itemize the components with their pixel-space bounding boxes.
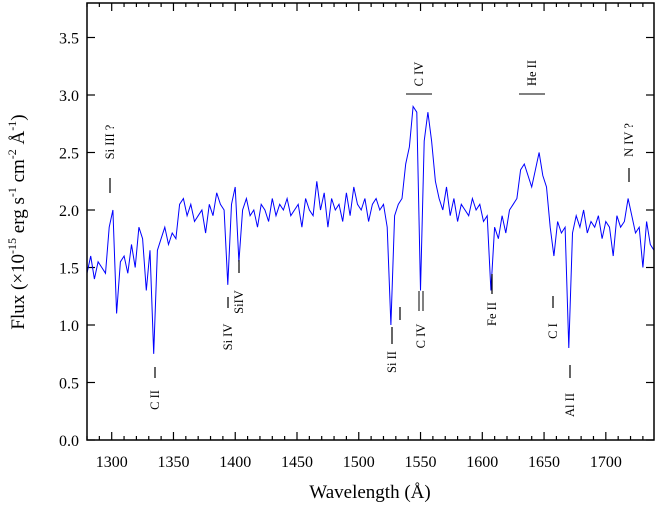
y-tick-label: 0.5 [59,376,79,393]
y-tick-label: 3.5 [59,31,79,48]
x-tick-label: 1650 [528,454,560,471]
y-axis-title-sup: -15 [5,238,19,254]
annotation-label: Si III ? [103,124,117,159]
y-axis-title-part: cm [8,159,29,187]
y-axis-title-sup: -1 [5,187,19,197]
y-axis-title-part: ) [8,114,29,120]
x-tick-label: 1300 [96,454,128,471]
y-tick-label: 0.0 [59,433,79,450]
annotation-label: C I [546,323,560,339]
x-tick-label: 1400 [219,454,251,471]
annotation-label: C IV [412,62,426,87]
y-axis-title-part: erg s [8,197,29,238]
annotation-label: SiIV [232,290,246,314]
y-tick-label: 1.5 [59,261,79,278]
annotation-label: Si IV [221,324,235,351]
spectrum-line [86,105,655,354]
x-tick-label: 1500 [343,454,375,471]
x-axis-title: Wavelength (Å) [309,482,430,503]
y-axis-title-sup: -1 [5,121,19,131]
annotation-label: C IV [414,324,428,349]
y-tick-labels: 0.0 0.5 1.0 1.5 2.0 2.5 3.0 3.5 [59,31,79,451]
y-axis-title-part: Å [8,130,29,149]
annotation-label: Al II [563,393,577,417]
line-annotations: Si III ? C II Si IV SiIV Si II C IV Fe II C I Al… [103,60,636,417]
annotation-label: He II [525,60,539,86]
y-tick-label: 1.0 [59,318,79,335]
axis-ticks [86,3,654,441]
x-tick-label: 1700 [590,454,622,471]
x-tick-label: 1350 [157,454,189,471]
y-tick-label: 2.0 [59,203,79,220]
annotation-label: Fe II [485,302,499,326]
y-axis-title-part: Flux (×10 [8,254,29,330]
y-tick-label: 3.0 [59,88,79,105]
plot-frame [86,2,655,441]
annotation-label: N IV ? [622,123,636,157]
annotation-label: C II [148,390,162,410]
y-tick-label: 2.5 [59,146,79,163]
x-tick-label: 1550 [405,454,437,471]
y-axis-title: Flux (×10-15 erg s-1 cm-2 Å-1) [5,114,29,329]
x-tick-label: 1600 [466,454,498,471]
x-tick-labels: 1300 1350 1400 1450 1500 1550 1600 1650 1700 [96,454,622,471]
annotation-label: Si II [385,351,399,373]
x-tick-label: 1450 [281,454,313,471]
y-axis-title-sup: -2 [5,149,19,159]
